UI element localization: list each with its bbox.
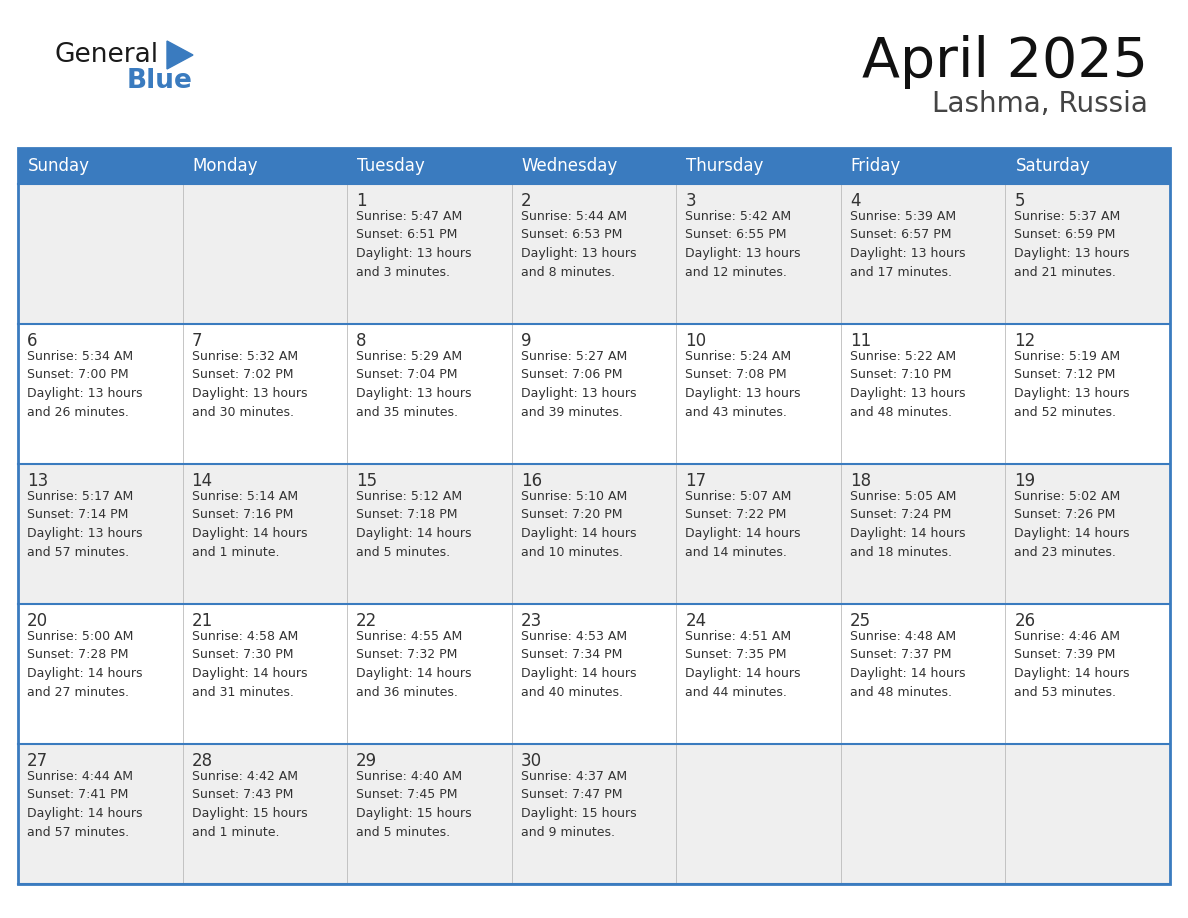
Text: 2: 2 bbox=[520, 192, 531, 210]
Text: 15: 15 bbox=[356, 472, 378, 490]
Text: Sunrise: 4:53 AM
Sunset: 7:34 PM
Daylight: 14 hours
and 40 minutes.: Sunrise: 4:53 AM Sunset: 7:34 PM Dayligh… bbox=[520, 630, 637, 699]
Bar bbox=[18, 464, 1170, 604]
Text: Monday: Monday bbox=[192, 157, 258, 175]
Text: Sunrise: 4:46 AM
Sunset: 7:39 PM
Daylight: 14 hours
and 53 minutes.: Sunrise: 4:46 AM Sunset: 7:39 PM Dayligh… bbox=[1015, 630, 1130, 699]
Text: 12: 12 bbox=[1015, 332, 1036, 350]
Text: April 2025: April 2025 bbox=[862, 35, 1148, 89]
Text: Sunrise: 5:29 AM
Sunset: 7:04 PM
Daylight: 13 hours
and 35 minutes.: Sunrise: 5:29 AM Sunset: 7:04 PM Dayligh… bbox=[356, 350, 472, 419]
Text: Blue: Blue bbox=[127, 68, 192, 94]
Text: Sunrise: 5:27 AM
Sunset: 7:06 PM
Daylight: 13 hours
and 39 minutes.: Sunrise: 5:27 AM Sunset: 7:06 PM Dayligh… bbox=[520, 350, 637, 419]
Text: Sunrise: 5:14 AM
Sunset: 7:16 PM
Daylight: 14 hours
and 1 minute.: Sunrise: 5:14 AM Sunset: 7:16 PM Dayligh… bbox=[191, 490, 307, 558]
Text: Sunrise: 5:02 AM
Sunset: 7:26 PM
Daylight: 14 hours
and 23 minutes.: Sunrise: 5:02 AM Sunset: 7:26 PM Dayligh… bbox=[1015, 490, 1130, 558]
Text: Sunrise: 4:55 AM
Sunset: 7:32 PM
Daylight: 14 hours
and 36 minutes.: Sunrise: 4:55 AM Sunset: 7:32 PM Dayligh… bbox=[356, 630, 472, 699]
Text: 13: 13 bbox=[27, 472, 49, 490]
Text: Thursday: Thursday bbox=[687, 157, 764, 175]
Text: 30: 30 bbox=[520, 752, 542, 770]
Text: 3: 3 bbox=[685, 192, 696, 210]
Bar bbox=[841, 148, 1005, 184]
Text: Sunrise: 5:37 AM
Sunset: 6:59 PM
Daylight: 13 hours
and 21 minutes.: Sunrise: 5:37 AM Sunset: 6:59 PM Dayligh… bbox=[1015, 210, 1130, 278]
Text: Sunrise: 5:17 AM
Sunset: 7:14 PM
Daylight: 13 hours
and 57 minutes.: Sunrise: 5:17 AM Sunset: 7:14 PM Dayligh… bbox=[27, 490, 143, 558]
Text: Tuesday: Tuesday bbox=[358, 157, 425, 175]
Text: 14: 14 bbox=[191, 472, 213, 490]
Text: Sunrise: 5:47 AM
Sunset: 6:51 PM
Daylight: 13 hours
and 3 minutes.: Sunrise: 5:47 AM Sunset: 6:51 PM Dayligh… bbox=[356, 210, 472, 278]
Text: Sunrise: 5:05 AM
Sunset: 7:24 PM
Daylight: 14 hours
and 18 minutes.: Sunrise: 5:05 AM Sunset: 7:24 PM Dayligh… bbox=[849, 490, 966, 558]
Text: 8: 8 bbox=[356, 332, 367, 350]
Text: 1: 1 bbox=[356, 192, 367, 210]
Text: Sunrise: 5:07 AM
Sunset: 7:22 PM
Daylight: 14 hours
and 14 minutes.: Sunrise: 5:07 AM Sunset: 7:22 PM Dayligh… bbox=[685, 490, 801, 558]
Text: Sunrise: 5:00 AM
Sunset: 7:28 PM
Daylight: 14 hours
and 27 minutes.: Sunrise: 5:00 AM Sunset: 7:28 PM Dayligh… bbox=[27, 630, 143, 699]
Bar bbox=[676, 148, 841, 184]
Text: 5: 5 bbox=[1015, 192, 1025, 210]
Text: Sunrise: 5:42 AM
Sunset: 6:55 PM
Daylight: 13 hours
and 12 minutes.: Sunrise: 5:42 AM Sunset: 6:55 PM Dayligh… bbox=[685, 210, 801, 278]
Bar bbox=[18, 148, 183, 184]
Text: 25: 25 bbox=[849, 612, 871, 630]
Text: 29: 29 bbox=[356, 752, 378, 770]
Text: 21: 21 bbox=[191, 612, 213, 630]
Text: 6: 6 bbox=[27, 332, 38, 350]
Text: Wednesday: Wednesday bbox=[522, 157, 618, 175]
Bar bbox=[1005, 148, 1170, 184]
Text: Sunrise: 5:24 AM
Sunset: 7:08 PM
Daylight: 13 hours
and 43 minutes.: Sunrise: 5:24 AM Sunset: 7:08 PM Dayligh… bbox=[685, 350, 801, 419]
Text: General: General bbox=[55, 42, 159, 68]
Text: Sunrise: 5:44 AM
Sunset: 6:53 PM
Daylight: 13 hours
and 8 minutes.: Sunrise: 5:44 AM Sunset: 6:53 PM Dayligh… bbox=[520, 210, 637, 278]
Text: Sunrise: 4:37 AM
Sunset: 7:47 PM
Daylight: 15 hours
and 9 minutes.: Sunrise: 4:37 AM Sunset: 7:47 PM Dayligh… bbox=[520, 770, 637, 838]
Text: 23: 23 bbox=[520, 612, 542, 630]
Text: 28: 28 bbox=[191, 752, 213, 770]
Text: 22: 22 bbox=[356, 612, 378, 630]
Text: Sunrise: 5:19 AM
Sunset: 7:12 PM
Daylight: 13 hours
and 52 minutes.: Sunrise: 5:19 AM Sunset: 7:12 PM Dayligh… bbox=[1015, 350, 1130, 419]
Text: 27: 27 bbox=[27, 752, 49, 770]
Text: Friday: Friday bbox=[851, 157, 902, 175]
Polygon shape bbox=[168, 41, 192, 69]
Text: #1a1a1a: #1a1a1a bbox=[55, 60, 62, 61]
Text: 24: 24 bbox=[685, 612, 707, 630]
Bar bbox=[183, 148, 347, 184]
Text: Sunrise: 4:51 AM
Sunset: 7:35 PM
Daylight: 14 hours
and 44 minutes.: Sunrise: 4:51 AM Sunset: 7:35 PM Dayligh… bbox=[685, 630, 801, 699]
Bar bbox=[347, 148, 512, 184]
Text: Sunrise: 5:32 AM
Sunset: 7:02 PM
Daylight: 13 hours
and 30 minutes.: Sunrise: 5:32 AM Sunset: 7:02 PM Dayligh… bbox=[191, 350, 307, 419]
Text: Sunrise: 5:22 AM
Sunset: 7:10 PM
Daylight: 13 hours
and 48 minutes.: Sunrise: 5:22 AM Sunset: 7:10 PM Dayligh… bbox=[849, 350, 966, 419]
Text: 19: 19 bbox=[1015, 472, 1036, 490]
Text: 10: 10 bbox=[685, 332, 707, 350]
Text: Lashma, Russia: Lashma, Russia bbox=[933, 90, 1148, 118]
Text: 17: 17 bbox=[685, 472, 707, 490]
Text: Sunrise: 4:42 AM
Sunset: 7:43 PM
Daylight: 15 hours
and 1 minute.: Sunrise: 4:42 AM Sunset: 7:43 PM Dayligh… bbox=[191, 770, 308, 838]
Text: Sunrise: 5:10 AM
Sunset: 7:20 PM
Daylight: 14 hours
and 10 minutes.: Sunrise: 5:10 AM Sunset: 7:20 PM Dayligh… bbox=[520, 490, 637, 558]
Text: Sunrise: 4:48 AM
Sunset: 7:37 PM
Daylight: 14 hours
and 48 minutes.: Sunrise: 4:48 AM Sunset: 7:37 PM Dayligh… bbox=[849, 630, 966, 699]
Text: 18: 18 bbox=[849, 472, 871, 490]
Text: Saturday: Saturday bbox=[1016, 157, 1091, 175]
Bar bbox=[512, 148, 676, 184]
Text: 26: 26 bbox=[1015, 612, 1036, 630]
Bar bbox=[18, 604, 1170, 744]
Text: 9: 9 bbox=[520, 332, 531, 350]
Text: 16: 16 bbox=[520, 472, 542, 490]
Text: Sunrise: 4:58 AM
Sunset: 7:30 PM
Daylight: 14 hours
and 31 minutes.: Sunrise: 4:58 AM Sunset: 7:30 PM Dayligh… bbox=[191, 630, 307, 699]
Bar bbox=[18, 184, 1170, 324]
Text: 7: 7 bbox=[191, 332, 202, 350]
Text: 20: 20 bbox=[27, 612, 49, 630]
Text: Sunrise: 5:39 AM
Sunset: 6:57 PM
Daylight: 13 hours
and 17 minutes.: Sunrise: 5:39 AM Sunset: 6:57 PM Dayligh… bbox=[849, 210, 966, 278]
Text: 4: 4 bbox=[849, 192, 860, 210]
Text: Sunrise: 4:40 AM
Sunset: 7:45 PM
Daylight: 15 hours
and 5 minutes.: Sunrise: 4:40 AM Sunset: 7:45 PM Dayligh… bbox=[356, 770, 472, 838]
Text: Sunrise: 5:12 AM
Sunset: 7:18 PM
Daylight: 14 hours
and 5 minutes.: Sunrise: 5:12 AM Sunset: 7:18 PM Dayligh… bbox=[356, 490, 472, 558]
Text: Sunrise: 5:34 AM
Sunset: 7:00 PM
Daylight: 13 hours
and 26 minutes.: Sunrise: 5:34 AM Sunset: 7:00 PM Dayligh… bbox=[27, 350, 143, 419]
Text: Sunrise: 4:44 AM
Sunset: 7:41 PM
Daylight: 14 hours
and 57 minutes.: Sunrise: 4:44 AM Sunset: 7:41 PM Dayligh… bbox=[27, 770, 143, 838]
Text: 11: 11 bbox=[849, 332, 871, 350]
Bar bbox=[18, 148, 1170, 884]
Text: Sunday: Sunday bbox=[29, 157, 90, 175]
Bar bbox=[18, 744, 1170, 884]
Bar bbox=[18, 324, 1170, 464]
